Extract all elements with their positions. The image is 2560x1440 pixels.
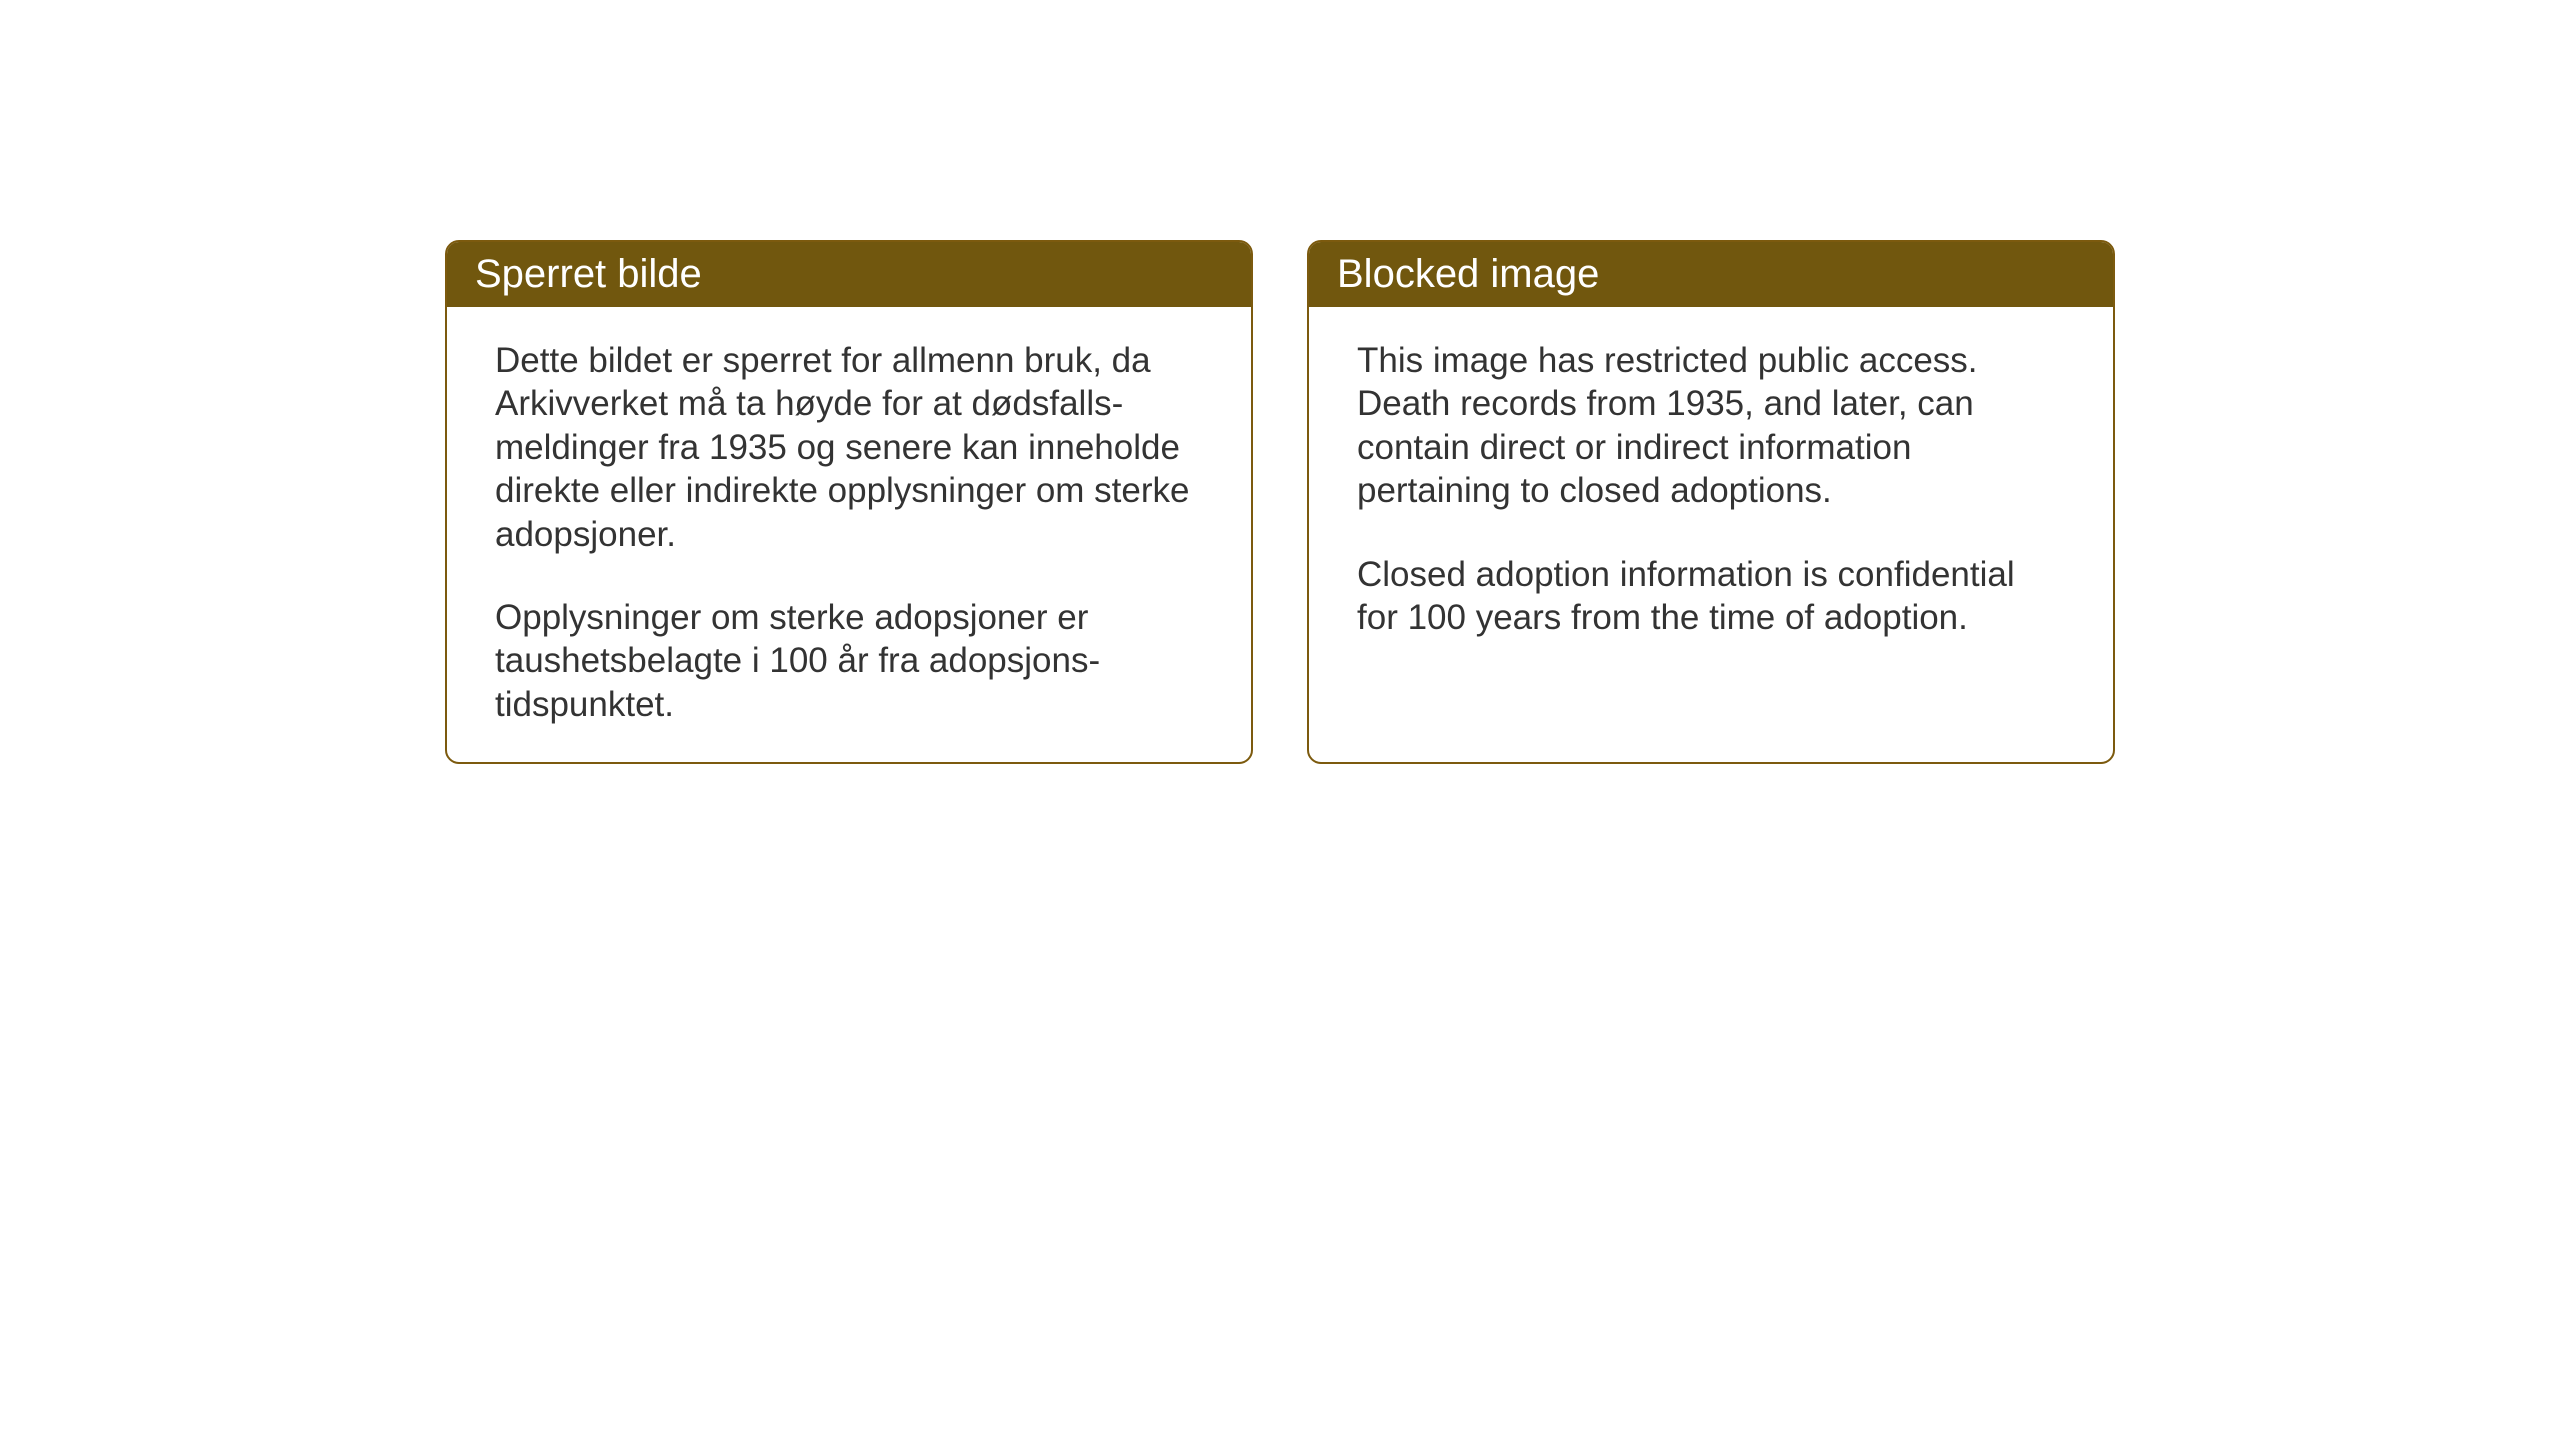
card-header-english: Blocked image [1309,242,2113,307]
card-body-english: This image has restricted public access.… [1309,307,2113,719]
card-title-norwegian: Sperret bilde [475,252,702,296]
paragraph-english-1: This image has restricted public access.… [1357,339,2065,513]
card-header-norwegian: Sperret bilde [447,242,1251,307]
paragraph-norwegian-1: Dette bildet er sperret for allmenn bruk… [495,339,1203,556]
notice-card-english: Blocked image This image has restricted … [1307,240,2115,764]
paragraph-norwegian-2: Opplysninger om sterke adopsjoner er tau… [495,596,1203,726]
card-title-english: Blocked image [1337,252,1599,296]
notice-container: Sperret bilde Dette bildet er sperret fo… [445,240,2115,764]
paragraph-english-2: Closed adoption information is confident… [1357,553,2065,640]
card-body-norwegian: Dette bildet er sperret for allmenn bruk… [447,307,1251,762]
notice-card-norwegian: Sperret bilde Dette bildet er sperret fo… [445,240,1253,764]
